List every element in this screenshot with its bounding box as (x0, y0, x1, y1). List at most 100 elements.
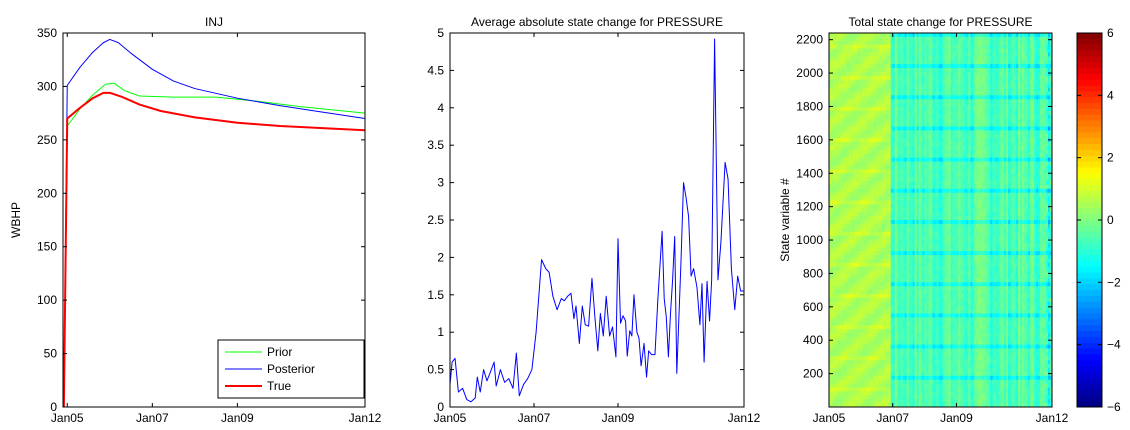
heatmap-cell (872, 114, 876, 120)
heatmap-cell (868, 161, 872, 166)
heatmap-cell (846, 36, 850, 42)
heatmap-cell (882, 134, 886, 139)
heatmap-cell (946, 75, 949, 81)
heatmap-cell (1014, 60, 1017, 65)
heatmap-cell (860, 99, 864, 104)
heatmap-cell (1048, 95, 1051, 100)
heatmap-cell (1008, 33, 1011, 38)
heatmap-cell (868, 68, 872, 73)
heatmap-cell (829, 40, 832, 46)
heatmap-cell (984, 138, 987, 143)
heatmap-cell (832, 40, 836, 46)
heatmap-cell (1008, 79, 1011, 85)
heatmap-cell (954, 192, 957, 198)
heatmap-cell (936, 83, 939, 88)
heatmap-cell (932, 110, 935, 116)
heatmap-cell (918, 130, 921, 135)
heatmap-cell (916, 126, 919, 131)
heatmap-cell (1042, 99, 1045, 104)
heatmap-cell (908, 52, 912, 57)
heatmap-cell (1008, 169, 1011, 174)
heatmap-cell (1040, 79, 1043, 85)
heatmap-cell (900, 56, 904, 61)
heatmap-cell (946, 36, 949, 42)
heatmap-cell (894, 36, 898, 42)
heatmap-cell (942, 87, 945, 92)
heatmap-cell (892, 71, 896, 77)
heatmap-cell (996, 192, 999, 198)
heatmap-cell (958, 107, 961, 112)
heatmap-cell (968, 95, 971, 100)
heatmap-cell (848, 177, 852, 182)
y-tick-label: 50 (44, 347, 58, 361)
heatmap-cell (990, 71, 993, 77)
heatmap-cell (866, 145, 870, 151)
heatmap-cell (950, 142, 953, 147)
heatmap-cell (1002, 130, 1005, 135)
heatmap-cell (860, 142, 864, 147)
heatmap-cell (974, 68, 977, 73)
heatmap-cell (910, 52, 914, 57)
heatmap-cell (842, 56, 846, 61)
heatmap-cell (874, 153, 878, 159)
heatmap-cell (956, 169, 959, 174)
heatmap-cell (864, 192, 868, 198)
heatmap-cell (884, 200, 888, 205)
heatmap-cell (962, 33, 965, 38)
heatmap-cell (904, 184, 908, 190)
heatmap-cell (956, 107, 959, 112)
heatmap-cell (848, 130, 852, 135)
heatmap-cell (996, 68, 999, 73)
heatmap-cell (864, 165, 868, 170)
heatmap-cell (829, 181, 832, 186)
heatmap-cell (880, 87, 884, 92)
heatmap-cell (858, 188, 862, 194)
heatmap-cell (984, 33, 987, 38)
heatmap-cell (1006, 68, 1009, 73)
heatmap-cell (1024, 36, 1027, 42)
heatmap-cell (864, 126, 868, 131)
heatmap-cell (1050, 142, 1053, 147)
heatmap-cell (984, 68, 987, 73)
heatmap-cell (946, 56, 949, 61)
heatmap-cell (829, 95, 832, 100)
heatmap-cell (900, 87, 904, 92)
heatmap-cell (890, 184, 894, 190)
heatmap-cell (904, 142, 908, 147)
heatmap-cell (982, 122, 985, 127)
heatmap-cell (956, 161, 959, 166)
heatmap-cell (838, 149, 842, 155)
heatmap-cell (986, 110, 989, 116)
heatmap-cell (920, 196, 923, 201)
heatmap-cell (992, 64, 995, 69)
heatmap-cell (960, 44, 963, 49)
heatmap-cell (890, 33, 894, 38)
heatmap-cell (838, 157, 842, 162)
heatmap-cell (936, 126, 939, 131)
heatmap-cell (850, 126, 854, 131)
heatmap-cell (984, 87, 987, 92)
heatmap-cell (926, 138, 929, 143)
heatmap-cell (830, 56, 834, 61)
heatmap-cell (1024, 173, 1027, 178)
heatmap-cell (1030, 184, 1033, 190)
heatmap-cell (888, 48, 892, 53)
heatmap-cell (1034, 181, 1037, 186)
heatmap-cell (988, 36, 991, 42)
heatmap-cell (902, 40, 906, 46)
heatmap-cell (928, 126, 931, 131)
heatmap-cell (888, 79, 892, 85)
heatmap-cell (964, 157, 967, 162)
heatmap-cell (946, 60, 949, 65)
heatmap-cell (912, 192, 916, 198)
heatmap-cell (872, 134, 876, 139)
heatmap-cell (1006, 79, 1009, 85)
heatmap-cell (934, 83, 937, 88)
heatmap-cell (880, 60, 884, 65)
heatmap-cell (936, 110, 939, 116)
panel-avg-abs-change: Average absolute state change for PRESSU… (427, 15, 760, 425)
heatmap-cell (864, 138, 868, 143)
heatmap-cell (978, 153, 981, 159)
heatmap-cell (926, 200, 929, 205)
heatmap-cell (968, 157, 971, 162)
